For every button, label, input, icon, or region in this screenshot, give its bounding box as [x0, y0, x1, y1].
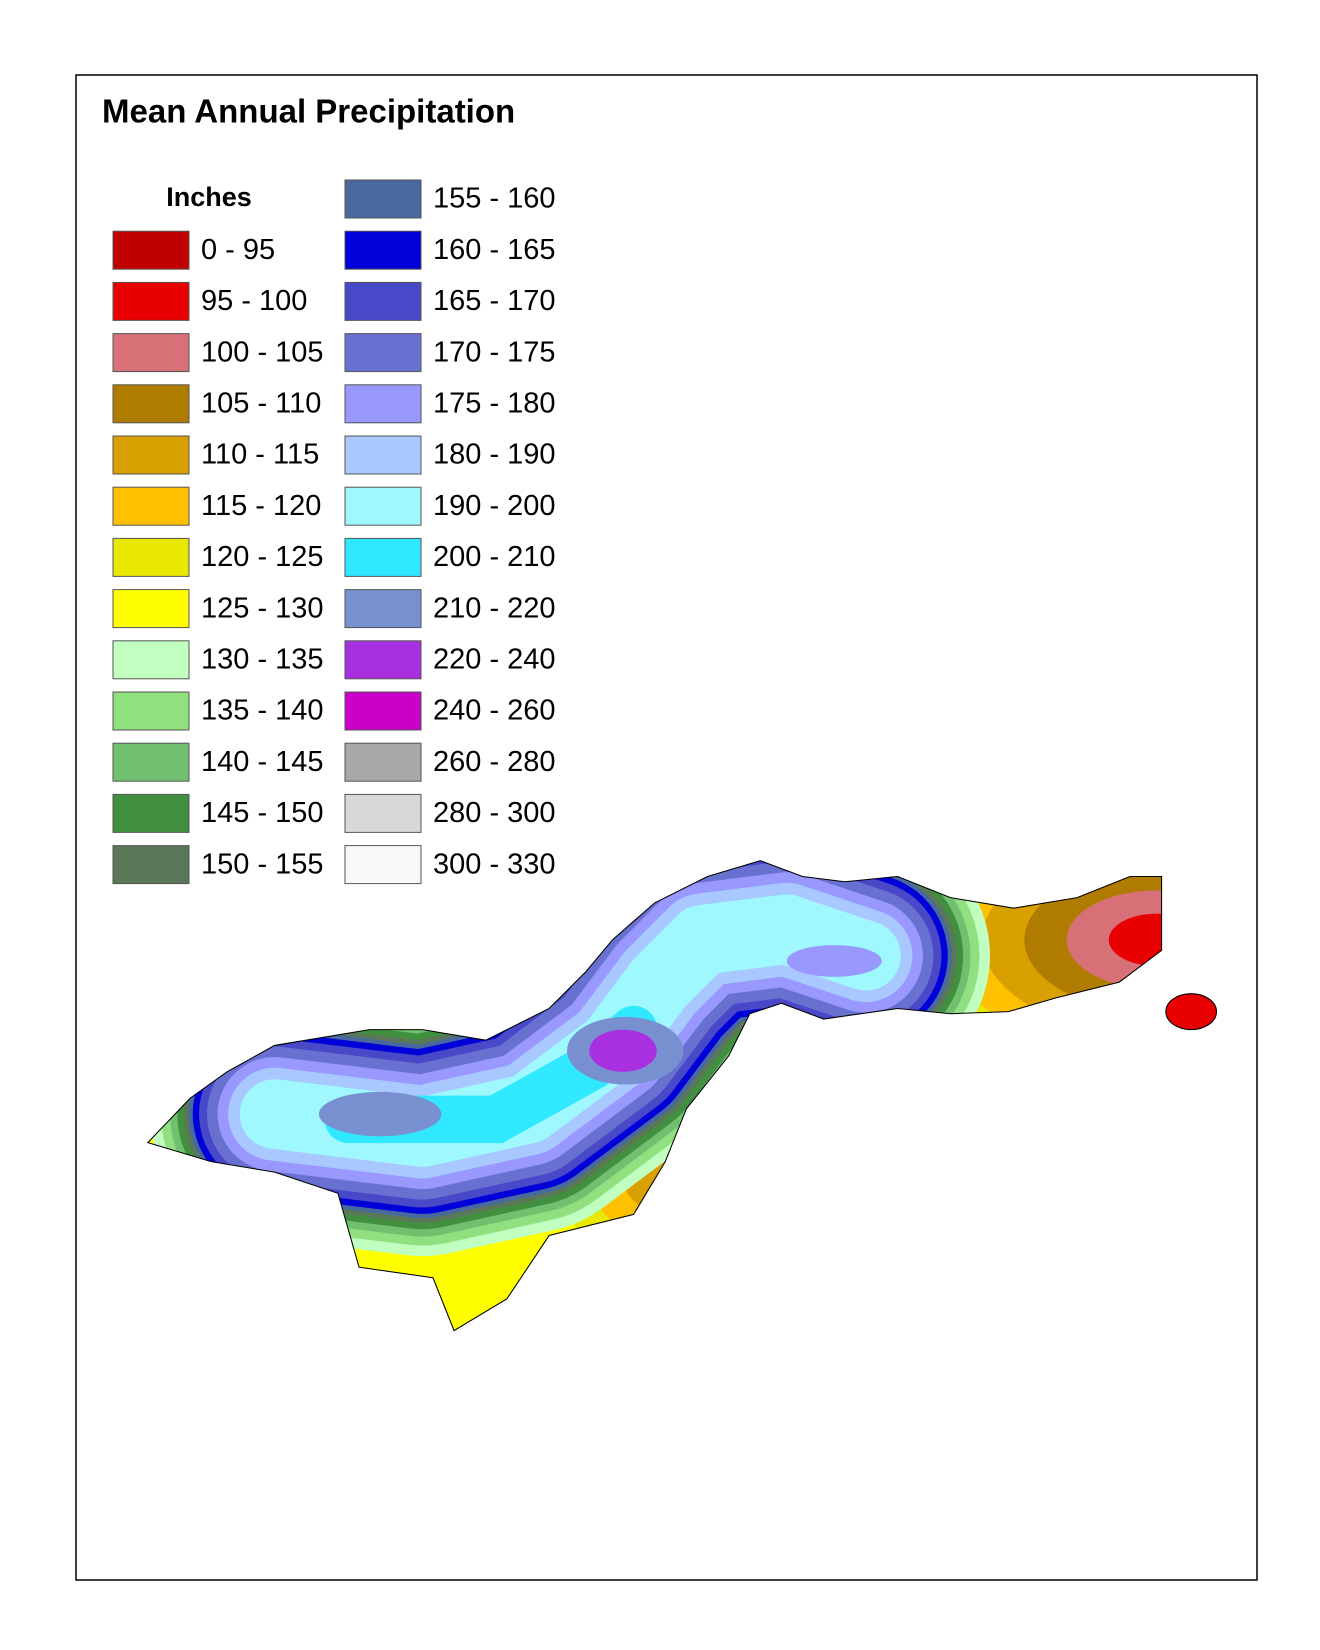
- zone: [1108, 913, 1162, 966]
- legend-label: 170 - 175: [433, 336, 556, 368]
- legend-swatch: [112, 742, 190, 782]
- legend-swatch: [344, 537, 422, 577]
- legend-swatch: [344, 230, 422, 270]
- legend-swatch: [344, 845, 422, 885]
- legend-label: 130 - 135: [201, 643, 324, 675]
- legend-swatch: [112, 640, 190, 680]
- legend-label: 115 - 120: [201, 490, 321, 522]
- legend-label: 120 - 125: [201, 541, 324, 573]
- zone: [786, 945, 882, 977]
- legend-swatch: [344, 589, 422, 629]
- legend-swatch: [112, 691, 190, 731]
- legend-label: 125 - 130: [201, 592, 324, 624]
- legend-label: 175 - 180: [433, 387, 556, 419]
- legend-label: 150 - 155: [201, 848, 324, 880]
- legend-swatch: [344, 435, 422, 475]
- legend-label: 240 - 260: [433, 695, 556, 727]
- legend-swatch: [112, 589, 190, 629]
- legend-swatch: [344, 281, 422, 321]
- legend-label: 160 - 165: [433, 234, 556, 266]
- legend-swatch: [112, 281, 190, 321]
- zone: [589, 1029, 657, 1072]
- legend-title: Inches: [166, 182, 252, 212]
- legend-label: 140 - 145: [201, 746, 324, 778]
- legend-label: 300 - 330: [433, 848, 556, 880]
- legend-label: 105 - 110: [201, 387, 321, 419]
- legend-swatch: [112, 230, 190, 270]
- legend-label: 110 - 115: [201, 439, 319, 471]
- legend-swatch: [112, 384, 190, 424]
- legend-swatch: [112, 537, 190, 577]
- legend-label: 260 - 280: [433, 746, 556, 778]
- islet: [1165, 993, 1218, 1031]
- legend-swatch: [112, 333, 190, 373]
- zone: [318, 1091, 442, 1137]
- legend-swatch: [112, 793, 190, 833]
- legend-label: 220 - 240: [433, 643, 556, 675]
- legend-swatch: [112, 845, 190, 885]
- legend-label: 135 - 140: [201, 695, 324, 727]
- legend-label: 210 - 220: [433, 592, 556, 624]
- legend-label: 155 - 160: [433, 183, 556, 215]
- map-title: Mean Annual Precipitation: [102, 93, 515, 130]
- legend-swatch: [344, 179, 422, 219]
- legend-swatch: [344, 384, 422, 424]
- legend-label: 180 - 190: [433, 439, 556, 471]
- legend-label: 200 - 210: [433, 541, 556, 573]
- legend-label: 100 - 105: [201, 336, 324, 368]
- legend-swatch: [112, 486, 190, 526]
- legend-label: 95 - 100: [201, 285, 307, 317]
- legend-swatch: [344, 793, 422, 833]
- legend-label: 145 - 150: [201, 797, 324, 829]
- legend-swatch: [344, 333, 422, 373]
- legend-label: 0 - 95: [201, 234, 275, 266]
- legend-label: 280 - 300: [433, 797, 556, 829]
- map-frame: [75, 74, 1258, 1581]
- legend-swatch: [344, 486, 422, 526]
- legend-swatch: [344, 742, 422, 782]
- legend-swatch: [112, 435, 190, 475]
- legend-label: 190 - 200: [433, 490, 556, 522]
- legend-swatch: [344, 640, 422, 680]
- legend-label: 165 - 170: [433, 285, 556, 317]
- legend-swatch: [344, 691, 422, 731]
